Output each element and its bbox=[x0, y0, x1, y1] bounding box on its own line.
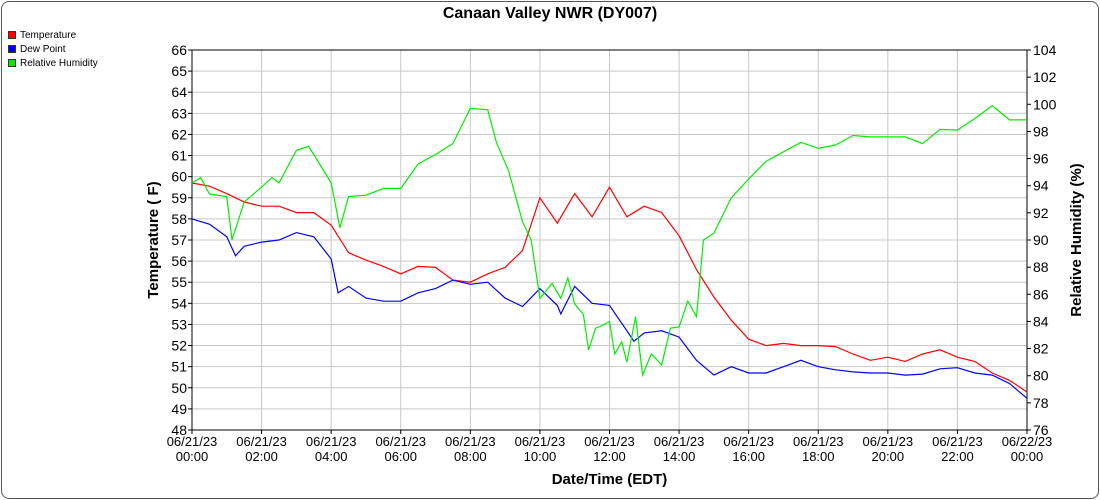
legend-swatch-relative-humidity bbox=[8, 59, 16, 67]
x-tick-time: 02:00 bbox=[245, 449, 278, 464]
x-tick-date: 06/21/23 bbox=[723, 434, 774, 449]
y2-tick-label: 78 bbox=[1033, 395, 1049, 411]
y2-tick-label: 98 bbox=[1033, 123, 1049, 139]
x-tick-time: 16:00 bbox=[732, 449, 765, 464]
x-tick-date: 06/22/23 bbox=[1002, 434, 1053, 449]
y-tick-label: 48 bbox=[171, 422, 187, 438]
x-tick-time: 04:00 bbox=[315, 449, 348, 464]
y2-tick-label: 102 bbox=[1033, 69, 1057, 85]
y2-tick-label: 82 bbox=[1033, 341, 1049, 357]
y-tick-label: 61 bbox=[171, 148, 187, 164]
y2-tick-label: 76 bbox=[1033, 422, 1049, 438]
y-tick-label: 50 bbox=[171, 380, 187, 396]
y2-tick-label: 84 bbox=[1033, 313, 1049, 329]
x-tick-time: 12:00 bbox=[593, 449, 626, 464]
x-tick-date: 06/21/23 bbox=[236, 434, 287, 449]
legend-item-relative-humidity: Relative Humidity bbox=[8, 56, 98, 70]
y-tick-label: 63 bbox=[171, 105, 187, 121]
y-tick-label: 52 bbox=[171, 338, 187, 354]
x-tick-time: 14:00 bbox=[663, 449, 696, 464]
y2-tick-label: 94 bbox=[1033, 178, 1049, 194]
x-tick-time: 18:00 bbox=[802, 449, 835, 464]
x-tick-date: 06/21/23 bbox=[863, 434, 914, 449]
series-line-dew-point bbox=[191, 218, 1028, 399]
legend-swatch-dew-point bbox=[8, 45, 16, 53]
x-tick-date: 06/21/23 bbox=[515, 434, 566, 449]
y-tick-label: 57 bbox=[171, 232, 187, 248]
y2-tick-label: 104 bbox=[1033, 42, 1057, 58]
y-tick-label: 58 bbox=[171, 211, 187, 227]
x-tick-date: 06/21/23 bbox=[167, 434, 218, 449]
x-tick-time: 08:00 bbox=[454, 449, 487, 464]
x-tick-time: 10:00 bbox=[524, 449, 557, 464]
y-tick-label: 56 bbox=[171, 253, 187, 269]
x-tick-time: 06:00 bbox=[384, 449, 417, 464]
x-tick-date: 06/21/23 bbox=[654, 434, 705, 449]
legend: Temperature Dew Point Relative Humidity bbox=[8, 28, 98, 70]
legend-label: Dew Point bbox=[20, 43, 66, 55]
legend-label: Relative Humidity bbox=[20, 57, 98, 69]
y-tick-label: 62 bbox=[171, 126, 187, 142]
y2-tick-label: 96 bbox=[1033, 151, 1049, 167]
y-tick-label: 54 bbox=[171, 295, 187, 311]
x-tick-date: 06/21/23 bbox=[445, 434, 496, 449]
x-tick-time: 00:00 bbox=[1011, 449, 1044, 464]
legend-swatch-temperature bbox=[8, 31, 16, 39]
y-tick-label: 66 bbox=[171, 42, 187, 58]
y2-axis-label: Relative Humidity (%) bbox=[1068, 163, 1085, 316]
y2-tick-label: 92 bbox=[1033, 205, 1049, 221]
x-tick-date: 06/21/23 bbox=[793, 434, 844, 449]
y-tick-label: 59 bbox=[171, 190, 187, 206]
y-axis-label: Temperature ( F) bbox=[145, 181, 162, 298]
x-tick-date: 06/21/23 bbox=[932, 434, 983, 449]
legend-label: Temperature bbox=[20, 29, 77, 41]
legend-item-dew-point: Dew Point bbox=[8, 42, 98, 56]
x-axis-label: Date/Time (EDT) bbox=[552, 471, 668, 488]
series-line-temperature bbox=[191, 182, 1028, 393]
series-line-relative-humidity bbox=[191, 104, 1027, 378]
y-tick-label: 55 bbox=[171, 274, 187, 290]
legend-item-temperature: Temperature bbox=[8, 28, 98, 42]
x-tick-date: 06/21/23 bbox=[306, 434, 357, 449]
x-tick-date: 06/21/23 bbox=[375, 434, 426, 449]
y2-tick-label: 80 bbox=[1033, 368, 1049, 384]
y-tick-label: 51 bbox=[171, 359, 187, 375]
y-tick-label: 49 bbox=[171, 401, 187, 417]
y2-tick-label: 90 bbox=[1033, 232, 1049, 248]
y-tick-label: 60 bbox=[171, 169, 187, 185]
y-tick-label: 53 bbox=[171, 316, 187, 332]
x-tick-time: 20:00 bbox=[872, 449, 905, 464]
chart-title: Canaan Valley NWR (DY007) bbox=[442, 5, 658, 22]
y2-tick-label: 86 bbox=[1033, 286, 1049, 302]
x-tick-date: 06/21/23 bbox=[584, 434, 635, 449]
x-tick-time: 00:00 bbox=[176, 449, 209, 464]
y2-tick-label: 100 bbox=[1033, 96, 1057, 112]
x-tick-time: 22:00 bbox=[941, 449, 974, 464]
y-tick-label: 65 bbox=[171, 63, 187, 79]
y2-tick-label: 88 bbox=[1033, 259, 1049, 275]
y-tick-label: 64 bbox=[171, 84, 187, 100]
